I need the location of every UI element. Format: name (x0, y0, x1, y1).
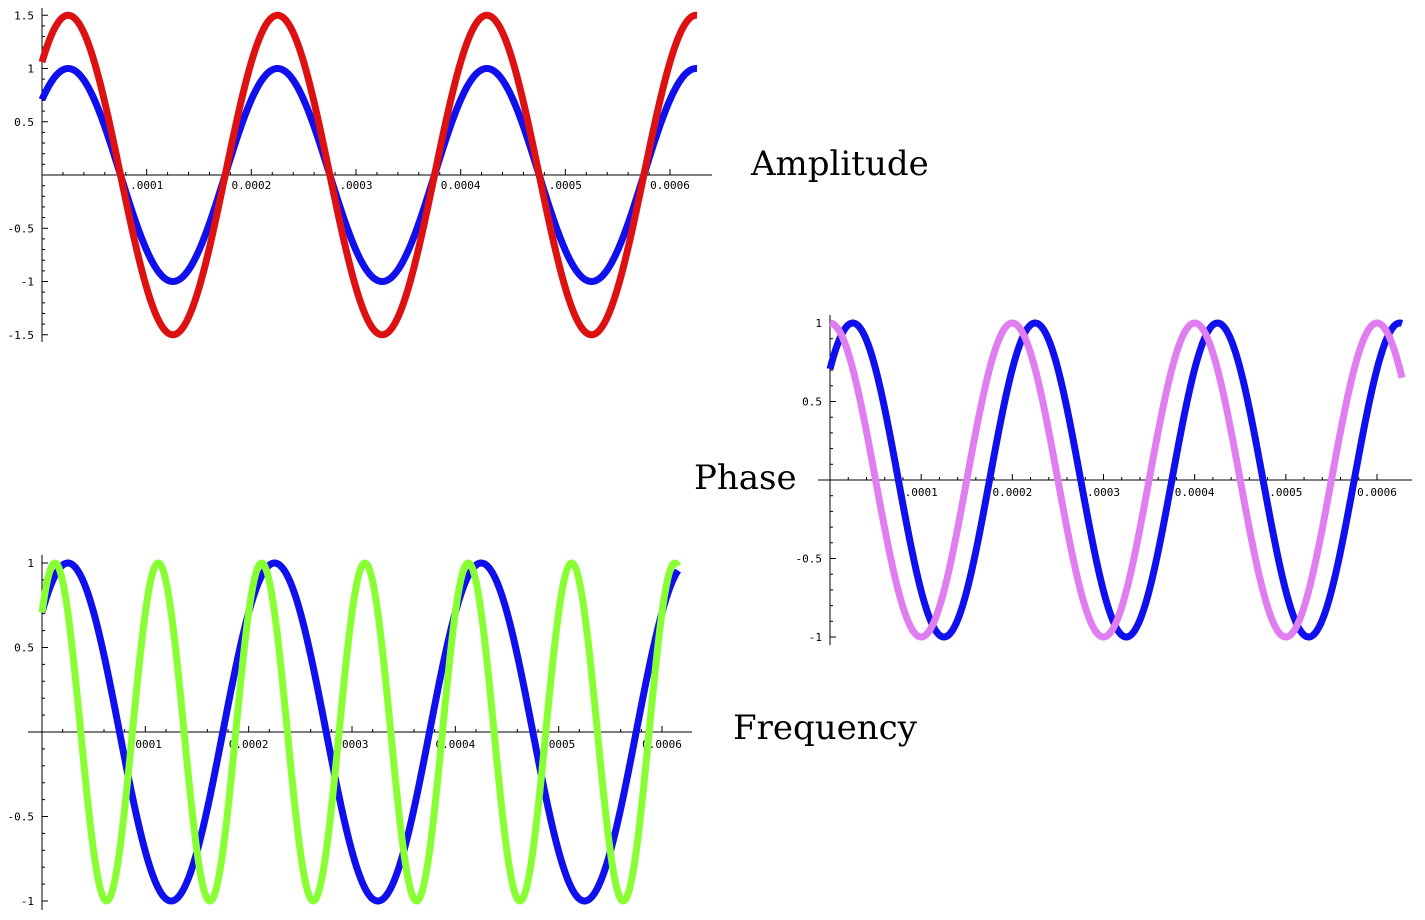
phase-x-tick-label: .0001 (905, 486, 938, 499)
frequency-y-tick-label: 0.5 (14, 642, 34, 655)
amplitude-y-tick-label: -0.5 (8, 222, 35, 235)
frequency-x-tick-label: .0003 (335, 738, 368, 751)
frequency-x-tick-label: 0.0002 (229, 738, 269, 751)
frequency-x-tick-label: .0001 (129, 738, 162, 751)
amplitude-series-2-line (38, 11, 700, 339)
phase-x-tick-label: 0.0002 (992, 486, 1032, 499)
amplitude-y-tick-label: 0.5 (14, 116, 34, 129)
amplitude-series-1-line (38, 65, 700, 285)
amplitude-x-tick-label: 0.0006 (650, 179, 690, 192)
frequency-series-2-line (38, 559, 681, 905)
phase-y-tick-label: -1 (809, 631, 822, 644)
frequency-x-tick-label: 0.0004 (435, 738, 475, 751)
amplitude-x-tick-label: .0003 (339, 179, 372, 192)
amplitude-y-tick-label: -1 (21, 276, 34, 289)
frequency-x-tick-label: .0005 (542, 738, 575, 751)
phase-y-tick-label: 0.5 (802, 396, 822, 409)
frequency-y-tick-label: -1 (21, 895, 34, 908)
amplitude-chart: .0001 0.0002 .0003 0.0004 .0005 0.0006 1.5 1 0.5… (8, 8, 712, 342)
amplitude-x-tick-label: .0001 (130, 179, 163, 192)
amplitude-x-tick-label: 0.0002 (231, 179, 271, 192)
amplitude-x-tick-label: .0005 (549, 179, 582, 192)
amplitude-y-tick-label: 1 (27, 63, 34, 76)
phase-x-tick-label: 0.0004 (1175, 486, 1215, 499)
phase-x-tick-label: .0003 (1087, 486, 1120, 499)
phase-label: Phase (694, 458, 797, 498)
phase-x-tick-label: 0.0006 (1357, 486, 1397, 499)
amplitude-x-tick-label: 0.0004 (441, 179, 481, 192)
phase-x-tick-label: .0005 (1269, 486, 1302, 499)
amplitude-y-tick-label: 1.5 (14, 9, 34, 22)
phase-series-2-line (827, 319, 1406, 641)
frequency-label: Frequency (733, 708, 917, 748)
amplitude-y-tick-label: -1.5 (8, 329, 35, 342)
phase-chart: .0001 0.0002 .0003 0.0004 .0005 0.0006 1 0.5 -0.… (796, 315, 1412, 645)
frequency-chart: .0001 0.0002 .0003 0.0004 .0005 0.0006 1 0.5 -0.… (8, 555, 692, 910)
frequency-x-tick-label: 0.0006 (642, 738, 682, 751)
frequency-y-tick-label: -0.5 (8, 811, 35, 824)
phase-y-tick-label: 1 (815, 317, 822, 330)
frequency-series-1-line (38, 559, 681, 905)
frequency-y-tick-label: 1 (27, 557, 34, 570)
phase-y-tick-label: -0.5 (796, 553, 823, 566)
amplitude-label: Amplitude (751, 144, 929, 184)
